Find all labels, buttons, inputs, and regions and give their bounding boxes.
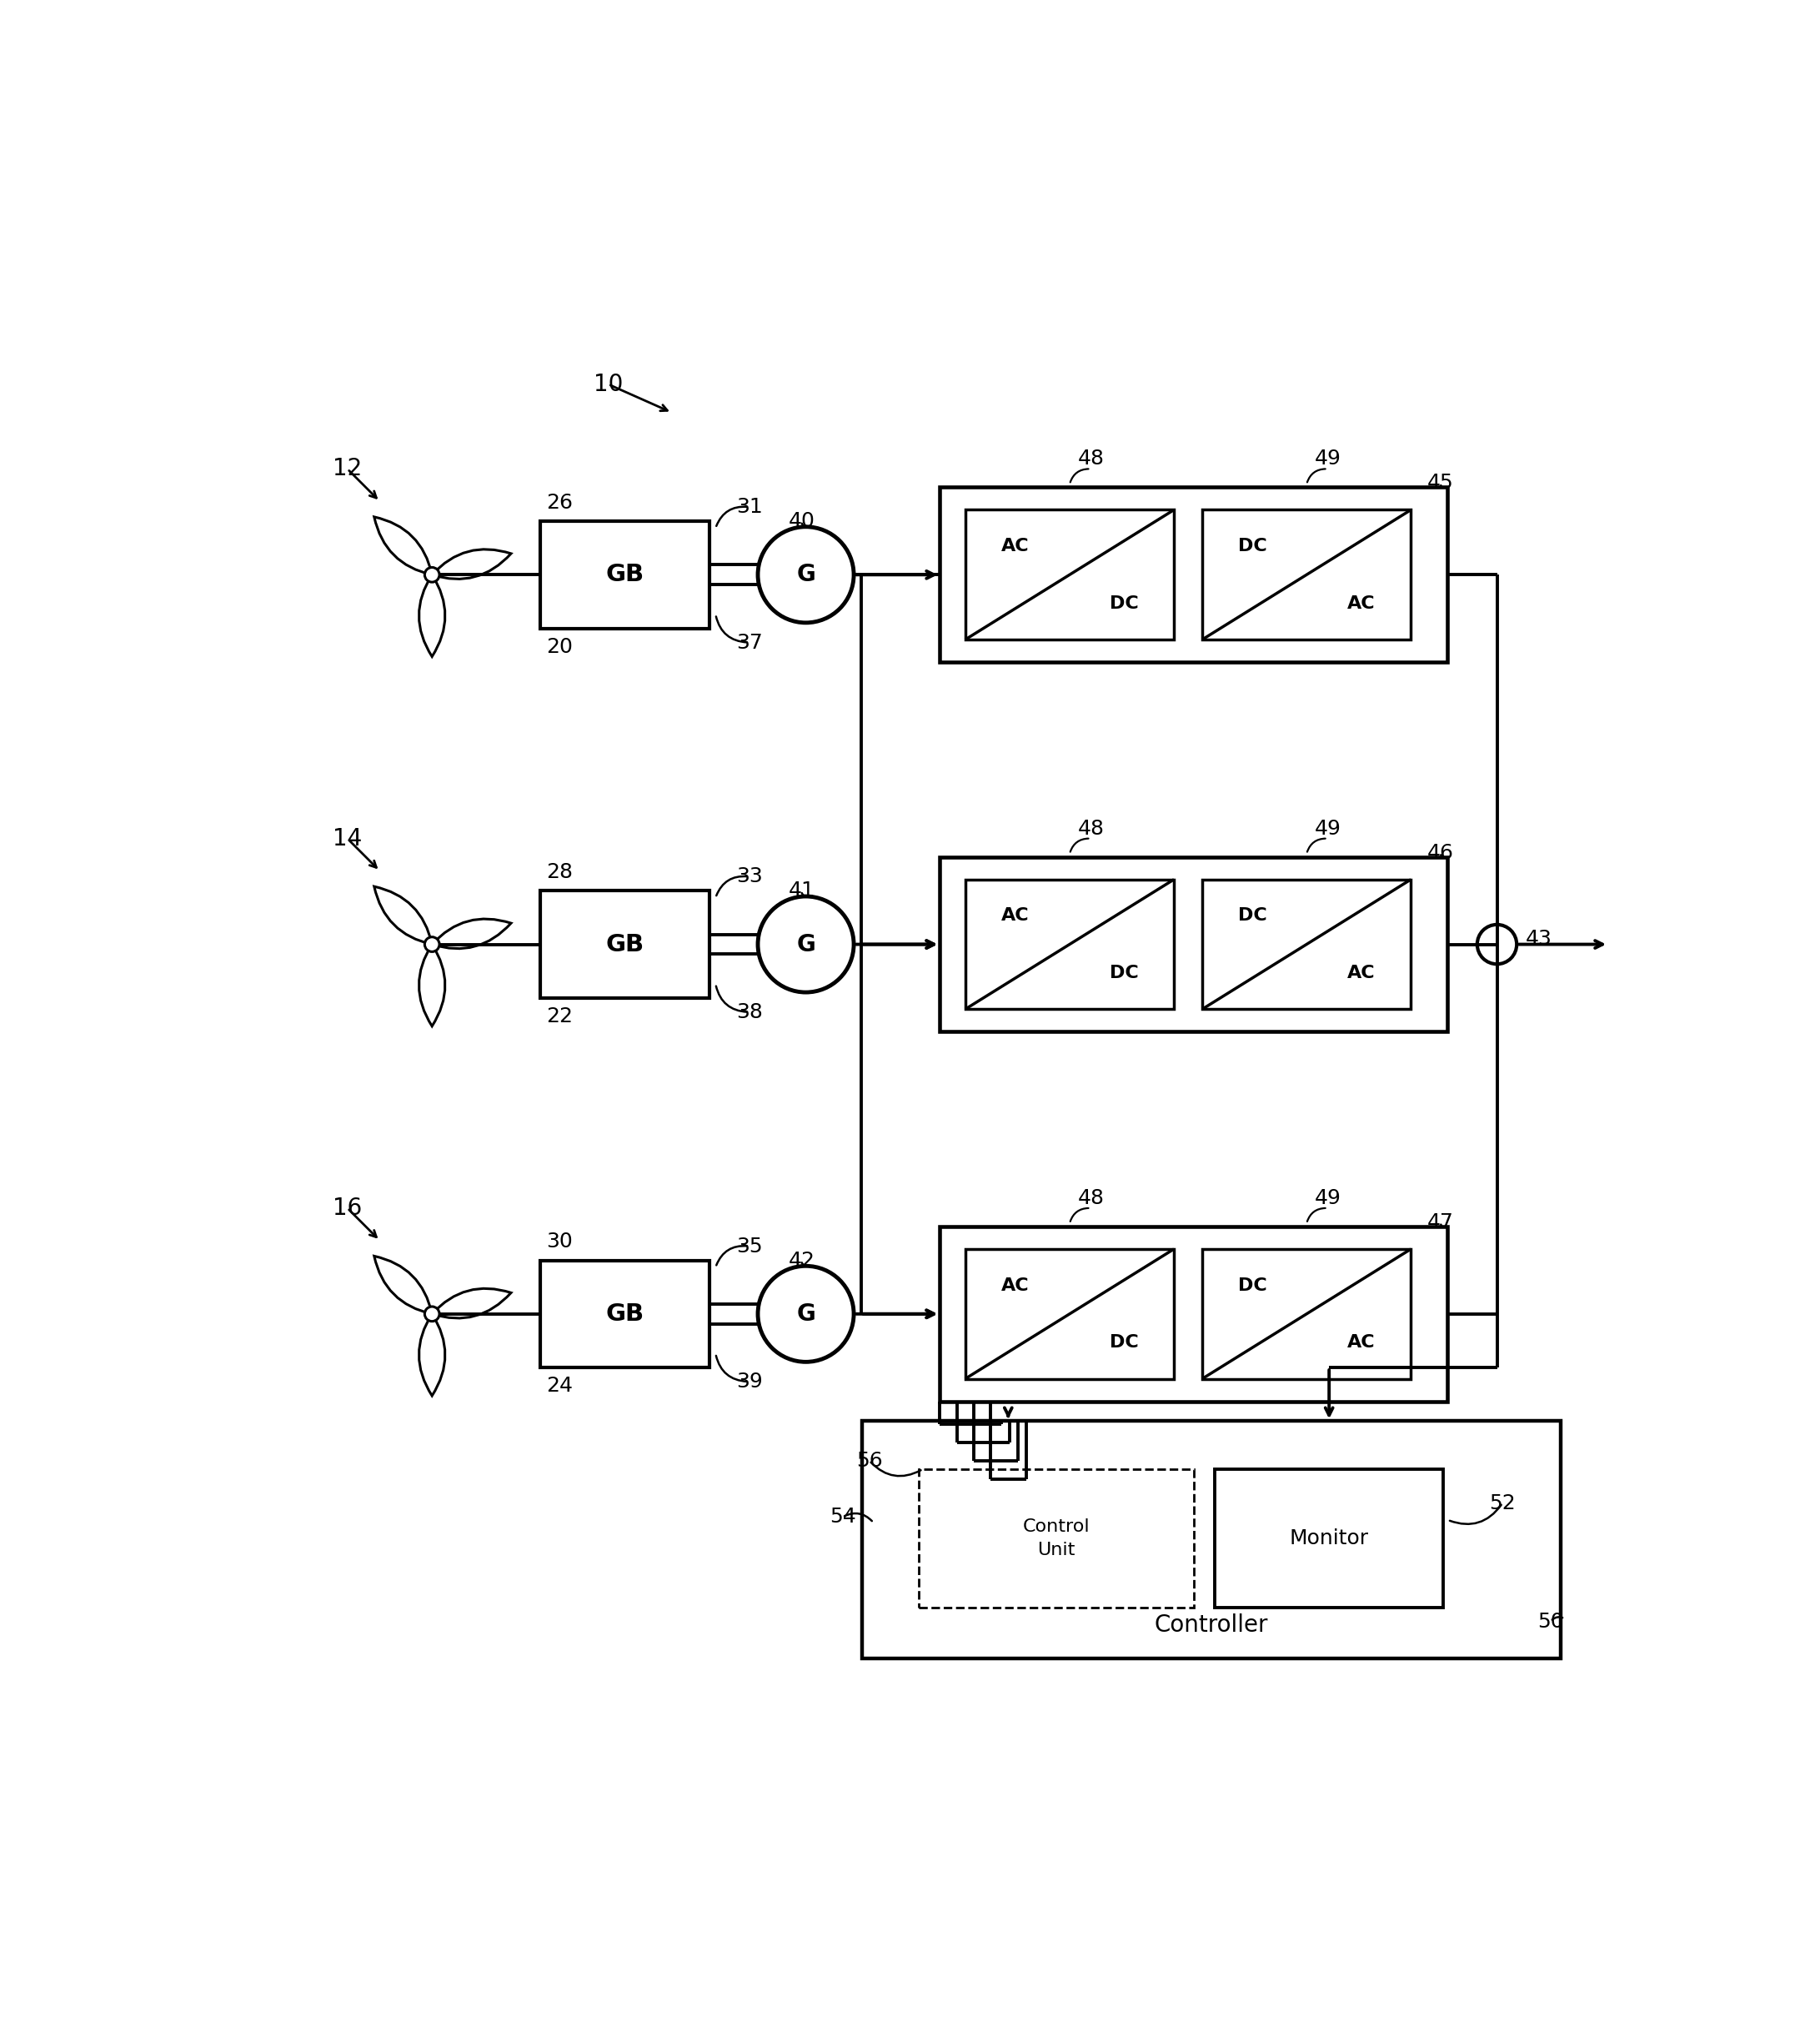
Bar	[965, 1250, 1174, 1380]
Text: AC: AC	[1001, 908, 1030, 925]
Text: G: G	[797, 933, 815, 955]
Bar	[965, 510, 1174, 640]
Text: 49: 49	[1314, 449, 1341, 469]
Text: AC: AC	[1347, 1335, 1374, 1351]
Text: GB: GB	[606, 563, 644, 587]
Text: DC: DC	[1110, 595, 1138, 612]
Bar	[541, 520, 710, 628]
Text: 49: 49	[1314, 819, 1341, 839]
Text: 26: 26	[546, 492, 573, 512]
Text: GB: GB	[606, 1303, 644, 1325]
Text: 43: 43	[1525, 929, 1552, 949]
Bar	[939, 1227, 1447, 1402]
Text: 24: 24	[546, 1376, 573, 1396]
Bar	[965, 880, 1174, 1010]
Text: AC: AC	[1001, 1276, 1030, 1294]
Text: 54: 54	[830, 1508, 855, 1528]
Text: 40: 40	[788, 512, 815, 530]
Text: 48: 48	[1077, 449, 1105, 469]
Text: 22: 22	[546, 1006, 573, 1026]
Text: 35: 35	[737, 1235, 763, 1256]
Text: 49: 49	[1314, 1189, 1341, 1209]
Circle shape	[424, 1307, 439, 1321]
Text: 31: 31	[735, 498, 763, 516]
Bar	[939, 858, 1447, 1032]
Text: 42: 42	[788, 1250, 815, 1270]
Text: 10: 10	[593, 372, 622, 396]
Text: DC: DC	[1238, 1276, 1267, 1294]
Text: 37: 37	[735, 632, 763, 652]
Text: 48: 48	[1077, 819, 1105, 839]
Text: 46: 46	[1427, 843, 1454, 864]
Bar	[1203, 880, 1410, 1010]
Bar	[1203, 510, 1410, 640]
Text: AC: AC	[1347, 965, 1374, 981]
Text: GB: GB	[606, 933, 644, 955]
Bar	[919, 1469, 1194, 1607]
Text: Control
Unit: Control Unit	[1023, 1518, 1090, 1559]
Text: 56: 56	[855, 1451, 883, 1471]
Text: 39: 39	[735, 1372, 763, 1392]
Text: 28: 28	[546, 862, 573, 882]
Text: 14: 14	[333, 827, 362, 849]
Text: DC: DC	[1238, 908, 1267, 925]
Text: Controller: Controller	[1154, 1613, 1269, 1638]
Circle shape	[424, 567, 439, 581]
Text: 48: 48	[1077, 1189, 1105, 1209]
Text: 20: 20	[546, 636, 573, 656]
Text: 38: 38	[735, 1002, 763, 1022]
Text: 45: 45	[1427, 473, 1454, 494]
Text: 30: 30	[546, 1231, 573, 1252]
Bar	[1216, 1469, 1443, 1607]
Bar	[863, 1420, 1560, 1658]
Bar	[541, 890, 710, 998]
Text: 50: 50	[1538, 1611, 1563, 1632]
Text: 47: 47	[1427, 1213, 1454, 1231]
Text: 52: 52	[1489, 1494, 1516, 1514]
Bar	[939, 488, 1447, 662]
Text: AC: AC	[1347, 595, 1374, 612]
Bar	[1203, 1250, 1410, 1380]
Text: AC: AC	[1001, 538, 1030, 555]
Circle shape	[424, 937, 439, 951]
Text: G: G	[797, 563, 815, 587]
Text: 12: 12	[333, 457, 362, 482]
Text: DC: DC	[1110, 1335, 1138, 1351]
Text: 33: 33	[735, 866, 763, 886]
Text: 41: 41	[788, 880, 815, 900]
Bar	[541, 1260, 710, 1368]
Text: DC: DC	[1238, 538, 1267, 555]
Text: G: G	[797, 1303, 815, 1325]
Text: Monitor: Monitor	[1289, 1528, 1369, 1548]
Text: 16: 16	[333, 1197, 362, 1219]
Text: DC: DC	[1110, 965, 1138, 981]
